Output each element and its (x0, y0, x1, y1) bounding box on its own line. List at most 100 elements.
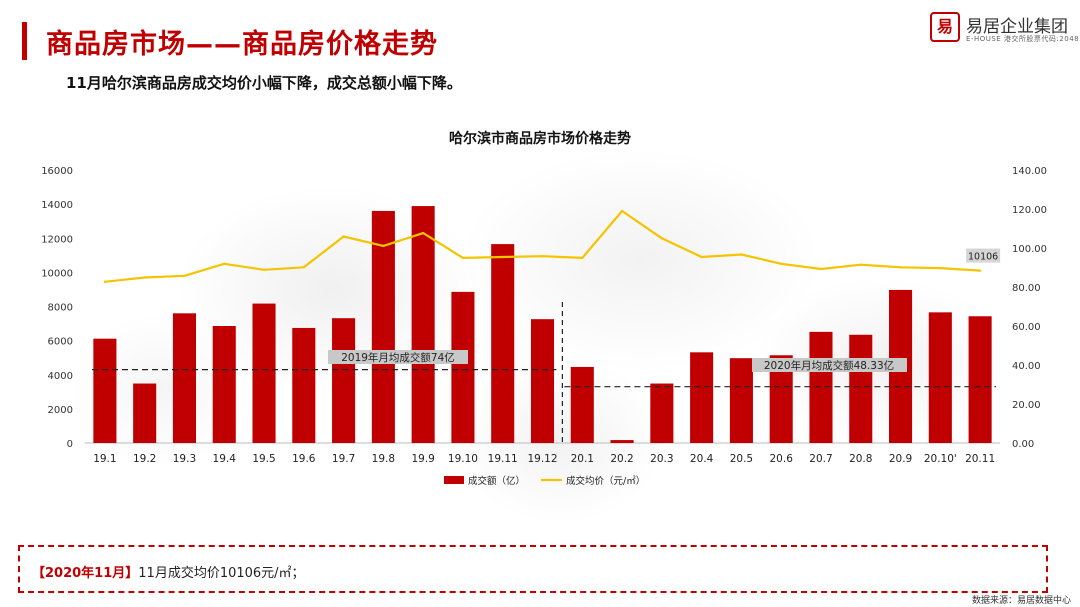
avg-2020-label-bg (752, 358, 907, 372)
avg-price-point (382, 244, 385, 248)
left-axis-tick-label: 8000 (48, 303, 73, 314)
right-axis-tick-label: 40.00 (1012, 361, 1041, 372)
x-tick-label: 19.3 (173, 453, 196, 465)
avg-price-point (939, 266, 942, 270)
bar-20.3 (650, 383, 674, 443)
x-tick-label: 19.5 (252, 453, 275, 465)
bar-19.3 (172, 313, 196, 443)
left-axis-tick-label: 4000 (48, 371, 73, 382)
avg-2019-label: 2019年月均成交额74亿 (341, 351, 455, 364)
avg-price-point (103, 280, 107, 283)
left-axis-tick-label: 2000 (48, 405, 73, 416)
bar-19.2 (133, 383, 157, 443)
avg-2019-label-bg (328, 350, 468, 364)
x-tick-label: 20.5 (730, 453, 753, 465)
bar-19.12 (530, 319, 555, 443)
bar-19.11 (491, 244, 515, 443)
avg-price-point (899, 266, 902, 269)
note-content: 11月成交均价10106元/㎡； (138, 566, 305, 581)
avg-price-point (342, 235, 345, 238)
left-axis-tick-label: 0 (67, 439, 73, 450)
chart-title: 哈尔滨市商品房市场价格走势 (449, 130, 631, 147)
bar-19.10 (451, 291, 475, 443)
right-axis-tick-label: 80.00 (1012, 283, 1041, 294)
left-axis-tick-label: 6000 (48, 337, 73, 348)
note-box: 【2020年11月】11月成交均价10106元/㎡； (18, 545, 1048, 593)
x-tick-label: 19.6 (292, 453, 316, 465)
bar-20.4 (690, 352, 714, 443)
bar-19.7 (332, 318, 356, 443)
avg-price-point (541, 254, 544, 258)
x-tick-label: 19.7 (332, 453, 355, 465)
bar-19.6 (292, 327, 316, 443)
left-axis-tick-label: 12000 (41, 234, 73, 245)
avg-price-point (183, 274, 186, 277)
x-tick-label: 20.7 (809, 453, 832, 465)
left-axis-tick-label: 16000 (41, 166, 73, 177)
bar-19.5 (252, 303, 276, 443)
x-tick-label: 19.2 (133, 453, 156, 465)
avg-2020-label: 2020年月均成交额48.33亿 (764, 359, 894, 372)
x-tick-label: 20.3 (650, 453, 673, 465)
right-axis-tick-label: 0.00 (1012, 439, 1034, 450)
x-tick-label: 20.11 (965, 453, 995, 465)
bar-19.9 (411, 206, 435, 443)
bar-20.5 (729, 358, 753, 443)
legend-bar-label: 成交额（亿） (468, 475, 525, 487)
bar-20.11 (968, 316, 992, 443)
bar-19.4 (212, 326, 236, 443)
x-tick-label: 20.9 (889, 453, 912, 465)
x-tick-label: 20.2 (610, 453, 633, 465)
x-tick-label: 20.8 (849, 453, 872, 465)
avg-price-point (501, 255, 504, 259)
x-tick-label: 19.1 (93, 453, 116, 465)
x-tick-label: 20.4 (690, 453, 714, 465)
bar-20.1 (570, 366, 594, 443)
logo-name: 易居企业集团 (966, 17, 1068, 37)
avg-price-point (620, 209, 624, 213)
right-axis-tick-label: 100.00 (1012, 244, 1047, 255)
avg-price-point (302, 266, 306, 269)
avg-price-point (819, 267, 823, 271)
bar-20.10' (928, 312, 952, 443)
logo-icon: 易 (930, 12, 960, 42)
avg-price-point (859, 263, 862, 266)
x-tick-label: 19.12 (527, 453, 557, 465)
avg-price-point (421, 231, 425, 235)
x-tick-label: 20.10' (924, 453, 957, 465)
bar-20.6 (769, 355, 793, 443)
legend-bar-swatch (444, 476, 464, 484)
note-tag: 【2020年11月】 (32, 566, 139, 581)
title-accent-bar (22, 22, 27, 60)
avg-price-point (740, 253, 743, 256)
right-axis-tick-label: 140.00 (1012, 166, 1047, 177)
x-tick-label: 19.11 (488, 453, 518, 465)
x-tick-label: 20.6 (770, 453, 794, 465)
left-axis-tick-label: 10000 (41, 268, 73, 279)
avg-price-line (104, 209, 981, 283)
bar-19.1 (93, 338, 117, 443)
page-title: 商品房市场——商品房价格走势 (46, 29, 438, 60)
bar-20.8 (849, 334, 873, 443)
company-logo: 易 易居企业集团 E-HOUSE 港交所股票代码:2048.HK (930, 12, 1080, 46)
avg-price-point (223, 262, 226, 266)
avg-price-point (461, 256, 465, 260)
avg-price-point (779, 262, 783, 266)
avg-price-point (978, 269, 982, 272)
logo-subtext: E-HOUSE 港交所股票代码:2048.HK (966, 35, 1080, 43)
x-tick-label: 19.9 (411, 453, 434, 465)
avg-price-point (660, 237, 664, 240)
bar-19.8 (371, 210, 395, 443)
right-axis-tick-label: 120.00 (1012, 205, 1047, 216)
last-point-label: 10106 (968, 252, 998, 263)
x-tick-label: 19.4 (213, 453, 237, 465)
left-axis-tick-label: 14000 (41, 200, 73, 211)
note-text: 【2020年11月】11月成交均价10106元/㎡； (32, 562, 305, 581)
x-tick-label: 19.8 (372, 453, 395, 465)
page-subtitle: 11月哈尔滨商品房成交均价小幅下降，成交总额小幅下降。 (66, 74, 462, 92)
avg-price-point (143, 276, 146, 279)
last-point-label-bg (966, 248, 1001, 263)
avg-price-point (581, 256, 584, 260)
price-trend-chart: 哈尔滨市商品房市场价格走势 0 2000 4000 6000 8000 10000 12000… (41, 130, 1047, 487)
x-tick-label: 20.1 (571, 453, 594, 465)
